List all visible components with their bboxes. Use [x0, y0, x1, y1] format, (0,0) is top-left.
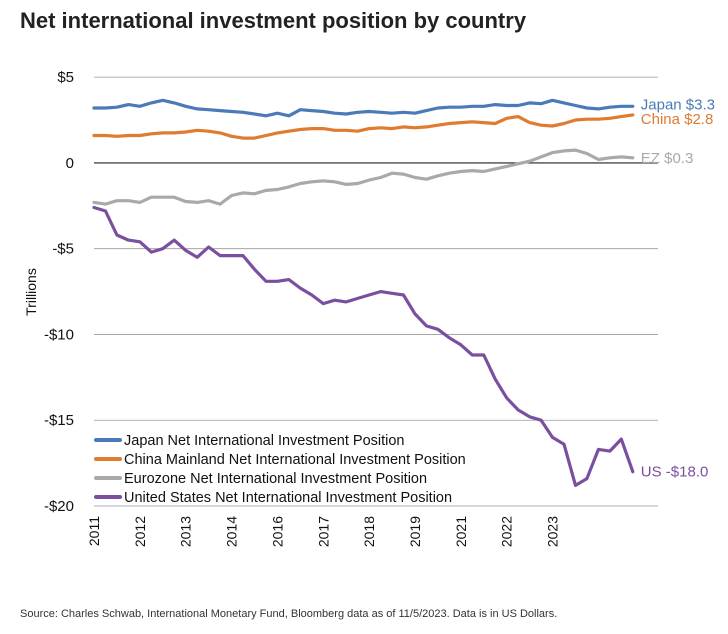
legend: Japan Net International Investment Posit…: [94, 433, 466, 506]
series-end-label: China $2.8: [641, 111, 714, 128]
series-line: [92, 205, 635, 487]
y-tick-label: -$20: [44, 498, 74, 515]
legend-entry: Japan Net International Investment Posit…: [124, 433, 405, 449]
x-tick-label: 2011: [86, 516, 102, 546]
x-tick-label: 2013: [178, 516, 194, 547]
x-tick-label: 2021: [453, 516, 469, 547]
series-end-label: EZ $0.3: [641, 150, 694, 167]
legend-entry: China Mainland Net International Investm…: [124, 452, 466, 468]
legend-entry: United States Net International Investme…: [124, 490, 452, 506]
y-tick-label: $5: [57, 69, 74, 86]
y-tick-label: -$15: [44, 412, 74, 429]
series-end-label: US -$18.0: [641, 464, 709, 481]
x-tick-label: 2018: [361, 516, 377, 547]
x-tick-label: 2016: [269, 516, 285, 547]
y-tick-labels: $5 0 -$5 -$10 -$15 -$20: [44, 69, 74, 515]
y-tick-label: 0: [66, 155, 74, 172]
series-end-label: Japan $3.3: [641, 96, 715, 113]
x-tick-label: 2014: [224, 516, 240, 547]
series-lines: [92, 98, 635, 487]
x-tick-label: 2017: [315, 516, 331, 547]
chart-title: Net international investment position by…: [20, 8, 527, 33]
series-line: [92, 148, 635, 206]
x-tick-label: 2019: [407, 516, 423, 547]
series-line: [92, 98, 635, 118]
series-line: [92, 113, 635, 140]
legend-entry: Eurozone Net International Investment Po…: [124, 471, 427, 487]
source-footnote: Source: Charles Schwab, International Mo…: [20, 608, 558, 620]
x-tick-label: 2012: [132, 516, 148, 547]
y-axis-label: Trillions: [23, 268, 39, 316]
gridlines: [94, 76, 658, 507]
y-tick-label: -$10: [44, 326, 74, 343]
y-tick-label: -$5: [52, 241, 74, 258]
x-tick-label: 2023: [545, 516, 561, 547]
x-tick-label: 2022: [499, 516, 515, 547]
x-tick-labels: 2011 2012 2013 2014 2016 2017 2018 2019 2021 2022…: [86, 516, 561, 547]
